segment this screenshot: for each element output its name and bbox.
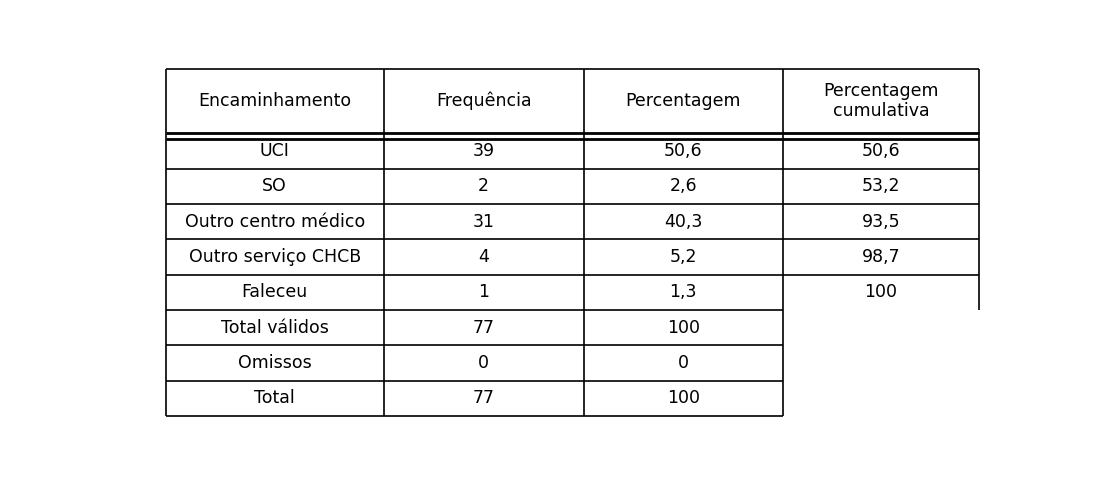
Text: 100: 100: [667, 389, 699, 408]
Text: 53,2: 53,2: [862, 178, 900, 195]
Text: 100: 100: [865, 283, 898, 301]
Text: 31: 31: [472, 213, 495, 231]
Text: 50,6: 50,6: [861, 142, 900, 160]
Text: 1,3: 1,3: [669, 283, 697, 301]
Text: Outro centro médico: Outro centro médico: [184, 213, 365, 231]
Text: 0: 0: [478, 354, 489, 372]
Text: Encaminhamento: Encaminhamento: [198, 92, 351, 110]
Text: Faleceu: Faleceu: [241, 283, 308, 301]
Text: Frequência: Frequência: [436, 92, 532, 110]
Text: 98,7: 98,7: [861, 248, 900, 266]
Text: 77: 77: [472, 319, 495, 337]
Text: 0: 0: [678, 354, 689, 372]
Text: UCI: UCI: [260, 142, 289, 160]
Text: 4: 4: [478, 248, 489, 266]
Text: Total válidos: Total válidos: [221, 319, 328, 337]
Text: 93,5: 93,5: [861, 213, 900, 231]
Text: Outro serviço CHCB: Outro serviço CHCB: [189, 248, 361, 266]
Text: 77: 77: [472, 389, 495, 408]
Text: 50,6: 50,6: [663, 142, 703, 160]
Text: 40,3: 40,3: [665, 213, 703, 231]
Text: Total: Total: [255, 389, 295, 408]
Text: Percentagem: Percentagem: [626, 92, 741, 110]
Text: Omissos: Omissos: [238, 354, 312, 372]
Text: 39: 39: [472, 142, 495, 160]
Text: 2: 2: [478, 178, 489, 195]
Text: 1: 1: [478, 283, 489, 301]
Text: 5,2: 5,2: [669, 248, 697, 266]
Text: 2,6: 2,6: [669, 178, 697, 195]
Text: 100: 100: [667, 319, 699, 337]
Text: Percentagem
cumulativa: Percentagem cumulativa: [823, 82, 938, 120]
Text: SO: SO: [262, 178, 287, 195]
